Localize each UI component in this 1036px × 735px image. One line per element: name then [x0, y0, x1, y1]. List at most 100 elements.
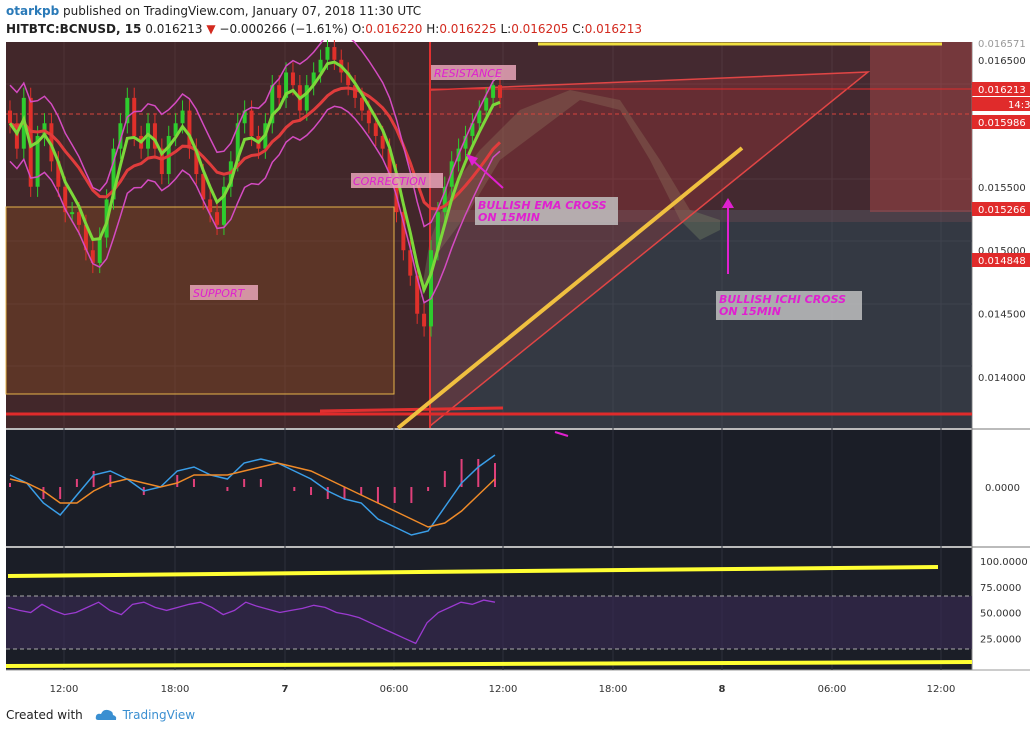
candle-body — [8, 110, 12, 124]
candle-body — [111, 148, 116, 200]
ema-cross-label[interactable]: BULLISH EMA CROSS ON 15MIN — [475, 197, 618, 225]
low-label: L: — [500, 22, 512, 36]
candle-body — [318, 59, 323, 73]
macd-tick-label: 0.0000 — [985, 483, 1020, 494]
candle-body — [491, 85, 496, 98]
candle-body — [477, 110, 482, 124]
candle-body — [304, 85, 309, 111]
red-segment[interactable] — [319, 406, 504, 413]
published-text: published on TradingView.com, January 07… — [62, 4, 422, 18]
candle-body — [194, 148, 199, 175]
x-tick-label: 7 — [282, 684, 289, 695]
candle-body — [380, 135, 385, 149]
y-tick-label: 0.015000 — [978, 246, 1026, 257]
price-axis[interactable] — [972, 42, 1030, 670]
price-change: −0.000266 (−1.61%) — [219, 22, 349, 36]
candle-body — [284, 72, 289, 98]
macd-line — [9, 454, 496, 536]
candle-body — [401, 212, 406, 251]
ema-cross-arrow — [469, 157, 504, 189]
macd-histogram — [9, 459, 496, 503]
candle-body — [159, 148, 164, 175]
candle-body — [201, 174, 206, 200]
macd-panel[interactable] — [6, 430, 972, 546]
high-label: H: — [426, 22, 440, 36]
candle-body — [366, 110, 371, 124]
candle-body — [442, 186, 447, 213]
x-tick-label: 06:00 — [818, 684, 847, 695]
x-tick-label: 8 — [719, 684, 726, 695]
price-label-bg — [972, 253, 1030, 267]
svg-text:RESISTANCE: RESISTANCE — [434, 67, 502, 80]
svg-text:SUPPORT: SUPPORT — [193, 287, 246, 300]
macd-pink-tick — [554, 431, 569, 437]
candle-body — [90, 250, 95, 263]
candle-body — [394, 174, 399, 213]
candle-body — [35, 135, 40, 187]
ema-cross-arrowhead — [466, 154, 478, 166]
candle-body — [270, 85, 275, 124]
rsi-axis-labels: 100.0000 75.0000 50.0000 25.0000 — [980, 557, 1028, 645]
candle-body — [118, 123, 123, 149]
symbol: HITBTC:BCNUSD, 15 — [6, 22, 142, 36]
yellow-trendline[interactable] — [396, 146, 744, 430]
x-tick-label: 18:00 — [161, 684, 190, 695]
candle-body — [359, 97, 364, 111]
candle-body — [97, 237, 102, 263]
candle-body — [152, 123, 157, 149]
left-shaded-zone — [6, 42, 430, 428]
candle-body — [435, 212, 440, 251]
candle-body — [249, 110, 254, 136]
price-label-bg — [972, 82, 1030, 96]
price-label: 0.015266 — [978, 205, 1026, 216]
tradingview-brand[interactable]: TradingView — [122, 708, 196, 722]
candle-body — [463, 135, 468, 149]
price-label: 0.015986 — [978, 118, 1026, 129]
y-tick-label: 0.015500 — [978, 183, 1026, 194]
low-value: 0.016205 — [511, 22, 569, 36]
candle-body — [132, 97, 137, 136]
candle-body — [353, 85, 358, 98]
correction-label[interactable]: CORRECTION — [351, 173, 443, 188]
candle-body — [56, 161, 61, 187]
price-label: 0.014848 — [978, 256, 1026, 267]
rsi-top-yellow-line[interactable] — [7, 565, 939, 578]
ema-fast-line — [8, 60, 501, 295]
candle-body — [83, 224, 88, 251]
y-tick-label: 0.016500 — [978, 56, 1026, 67]
footer: Created with TradingView — [6, 708, 195, 722]
ichimoku-cloud — [420, 90, 720, 300]
candle-body — [387, 148, 392, 175]
rsi-tick-label: 50.0000 — [980, 609, 1021, 620]
candle-body — [180, 110, 185, 124]
rsi-tick-label: 75.0000 — [980, 583, 1021, 594]
candle-body — [325, 47, 330, 60]
resistance-zone[interactable] — [430, 42, 972, 222]
ichi-cross-label[interactable]: BULLISH ICHI CROSS ON 15MIN — [716, 291, 862, 320]
candle-body — [215, 212, 220, 225]
bollinger-lower — [9, 105, 501, 304]
x-axis-labels: 12:00 18:00 7 06:00 12:00 18:00 8 06:00 12:00 — [50, 684, 956, 695]
resistance-box-right — [870, 42, 972, 212]
cloud-icon — [95, 709, 116, 720]
resistance-label[interactable]: RESISTANCE — [431, 65, 516, 80]
price-label-bg — [972, 97, 1030, 111]
candle-body — [242, 110, 247, 124]
created-with-text: Created with — [6, 708, 83, 722]
svg-text:CORRECTION: CORRECTION — [353, 175, 426, 188]
candle-body — [63, 186, 68, 213]
candle-body — [208, 199, 213, 213]
last-price: 0.016213 — [145, 22, 203, 36]
bollinger-upper — [9, 40, 501, 228]
svg-text:ON 15MIN: ON 15MIN — [478, 211, 540, 224]
open-value: 0.016220 — [365, 22, 423, 36]
rsi-bottom-yellow-line[interactable] — [5, 660, 973, 668]
author-name[interactable]: otarkpb — [6, 4, 60, 18]
support-zone[interactable] — [5, 206, 395, 395]
close-label: C: — [572, 22, 585, 36]
price-label-bg — [972, 202, 1030, 216]
chart-area[interactable]: RESISTANCE CORRECTION SUPPORT BULLISH EM… — [0, 40, 1036, 700]
price-panel[interactable] — [6, 42, 972, 428]
support-label[interactable]: SUPPORT — [190, 285, 258, 300]
price-label: 14:34 — [1008, 100, 1036, 111]
